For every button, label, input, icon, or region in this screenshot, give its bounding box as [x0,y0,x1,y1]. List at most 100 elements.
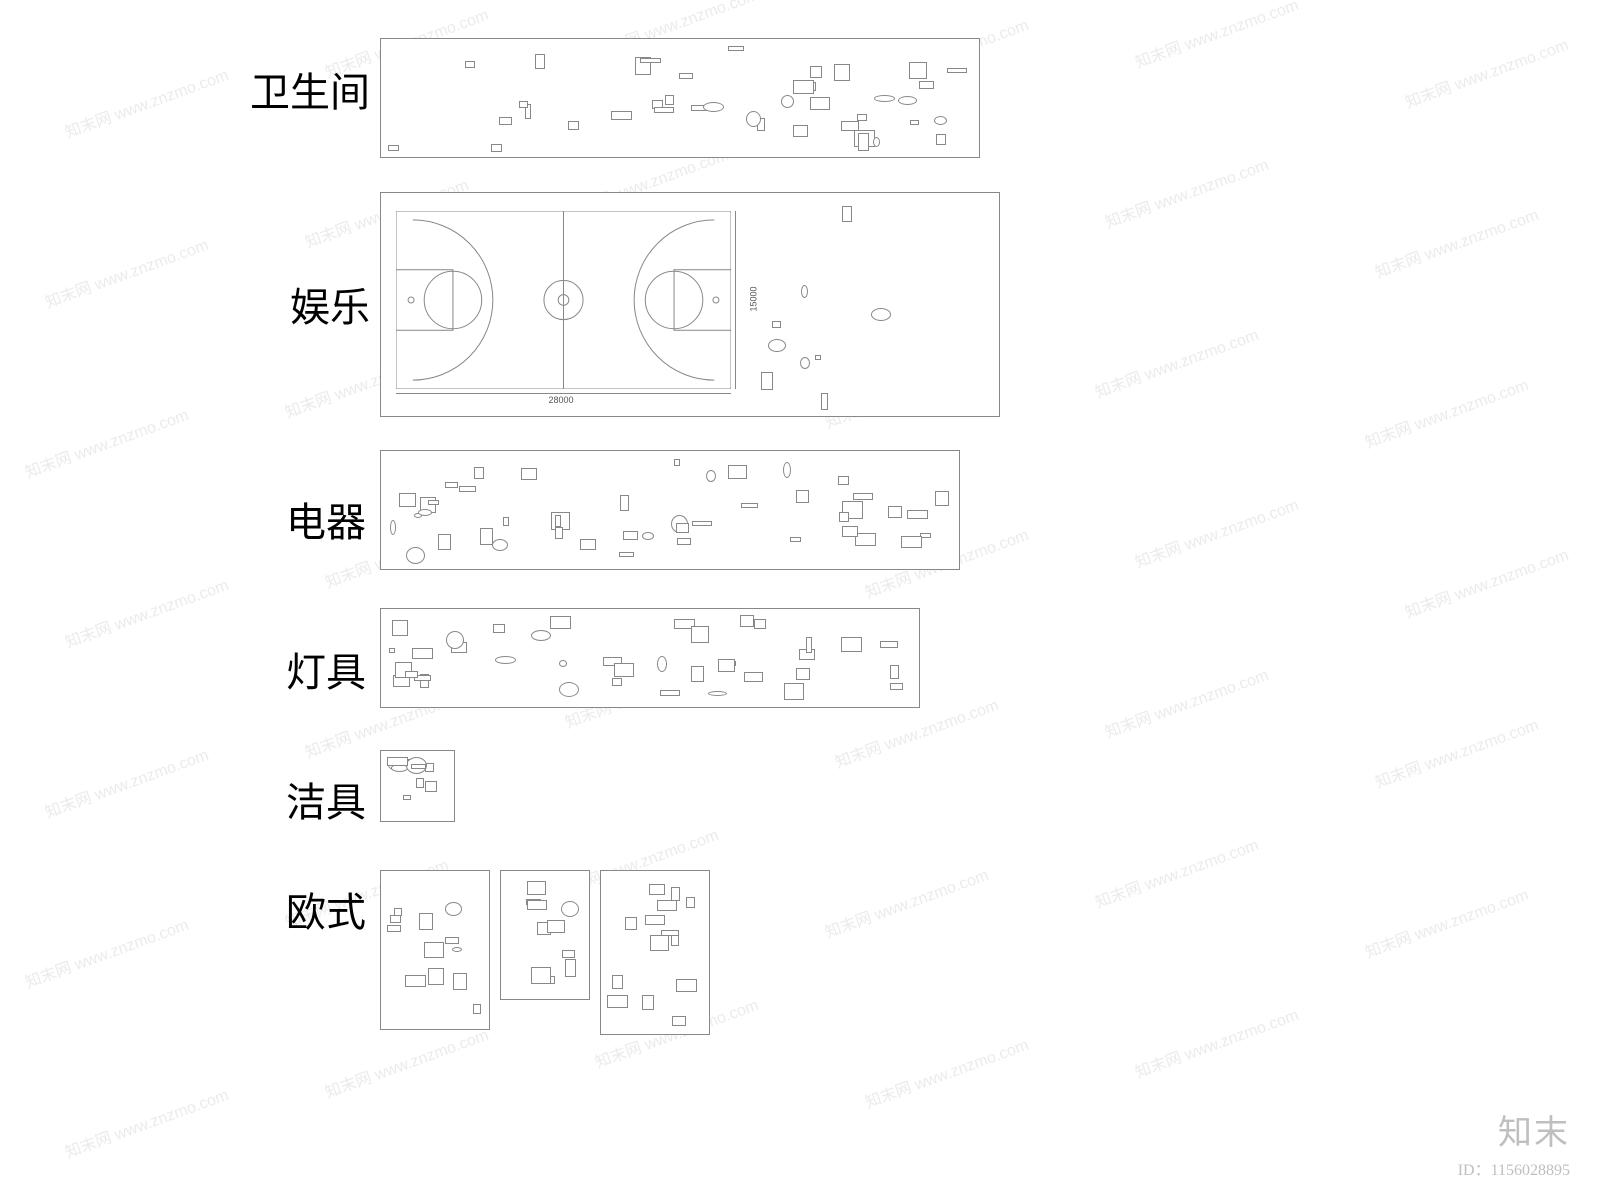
cad-symbol [676,979,697,992]
cad-symbol [611,111,632,120]
cad-symbol [445,482,458,488]
cad-symbol [857,114,867,121]
cad-symbol [550,616,571,629]
brand-badge: 知末 ID：1156028895 [1458,1105,1570,1180]
brand-id-text: ID：1156028895 [1458,1156,1570,1180]
watermark-text: 知末网 www.znzmo.com [1131,1001,1301,1083]
cad-symbol [428,968,444,985]
cad-symbol [403,795,411,800]
cad-symbol [493,624,505,633]
cad-symbol [841,121,859,131]
cad-symbol [821,393,828,410]
category-label-bathroom: 卫生间 [140,60,370,118]
cad-symbol [810,66,822,78]
cad-symbol [665,95,674,105]
cad-symbol [810,97,830,110]
cad-symbol [387,925,401,932]
court-width-label: 28000 [549,395,574,405]
basketball-court-diagram [396,211,731,389]
cad-symbol [445,937,459,944]
watermark-text: 知末网 www.znzmo.com [1361,881,1531,963]
cad-symbol [783,462,791,478]
cad-symbol [796,490,809,503]
cad-symbol [691,626,709,643]
watermark-text: 知末网 www.znzmo.com [1371,711,1541,793]
watermark-text: 知末网 www.znzmo.com [1361,371,1531,453]
cad-symbol [853,493,873,500]
cad-symbol [614,663,634,677]
watermark-text: 知末网 www.znzmo.com [41,741,211,823]
cad-symbol [890,665,899,679]
block-panel [380,450,960,570]
cad-symbol [741,503,758,508]
cad-symbol [880,641,898,648]
category-label-sanitary: 洁具 [246,770,366,828]
cad-symbol [796,668,810,680]
cad-symbol [898,96,917,105]
cad-symbol [801,285,808,298]
cad-symbol [871,308,891,321]
cad-symbol [392,620,408,636]
cad-symbol [855,533,876,546]
watermark-text: 知末网 www.znzmo.com [61,571,231,653]
cad-symbol [559,660,567,667]
cad-symbol [907,510,928,519]
cad-symbol [815,355,821,360]
cad-symbol [411,764,426,769]
block-panel [380,608,920,708]
category-label-entertainment: 娱乐 [220,275,370,333]
cad-symbol [744,672,763,682]
watermark-text: 知末网 www.znzmo.com [321,1021,491,1103]
cad-symbol [465,61,475,68]
cad-symbol [679,73,693,79]
cad-symbol [547,920,565,933]
cad-symbol [936,134,946,145]
cad-symbol [728,465,747,479]
cad-symbol [519,101,528,108]
cad-symbol [453,973,467,990]
cad-symbol [527,900,547,910]
watermark-text: 知末网 www.znzmo.com [1401,541,1571,623]
cad-symbol [642,532,654,540]
cad-symbol [640,58,661,63]
cad-symbol [388,145,399,151]
block-panel: 2800015000 [380,192,1000,417]
cad-symbol [706,470,716,482]
cad-symbol [800,357,810,369]
watermark-text: 知末网 www.znzmo.com [21,911,191,993]
cad-symbol [416,778,424,788]
cad-symbol [531,967,551,984]
cad-symbol [446,631,464,649]
cad-symbol [890,683,903,690]
block-panel [380,750,455,822]
cad-symbol [625,917,637,930]
watermark-text: 知末网 www.znzmo.com [1091,321,1261,403]
cad-symbol [559,682,579,697]
brand-logo-text: 知末 [1458,1105,1570,1154]
cad-symbol [677,538,691,545]
cad-symbol [806,637,812,653]
cad-symbol [901,536,922,548]
cad-symbol [406,547,425,564]
cad-symbol [661,930,679,936]
block-panel [600,870,710,1035]
cad-symbol [834,64,850,81]
block-panel [500,870,590,1000]
category-label-european: 欧式 [246,880,366,938]
watermark-text: 知末网 www.znzmo.com [1371,201,1541,283]
cad-symbol [919,81,934,89]
cad-symbol [424,942,444,958]
watermark-text: 知末网 www.znzmo.com [861,1031,1031,1113]
cad-symbol [842,206,852,222]
category-label-lighting: 灯具 [246,640,366,698]
cad-symbol [474,467,484,479]
cad-symbol [858,133,869,151]
cad-symbol [781,95,794,108]
cad-symbol [623,531,638,540]
cad-symbol [645,915,665,925]
cad-symbol [708,691,727,696]
cad-symbol [428,500,439,505]
cad-symbol [521,468,537,480]
cad-symbol [499,117,512,125]
cad-symbol [793,125,808,137]
